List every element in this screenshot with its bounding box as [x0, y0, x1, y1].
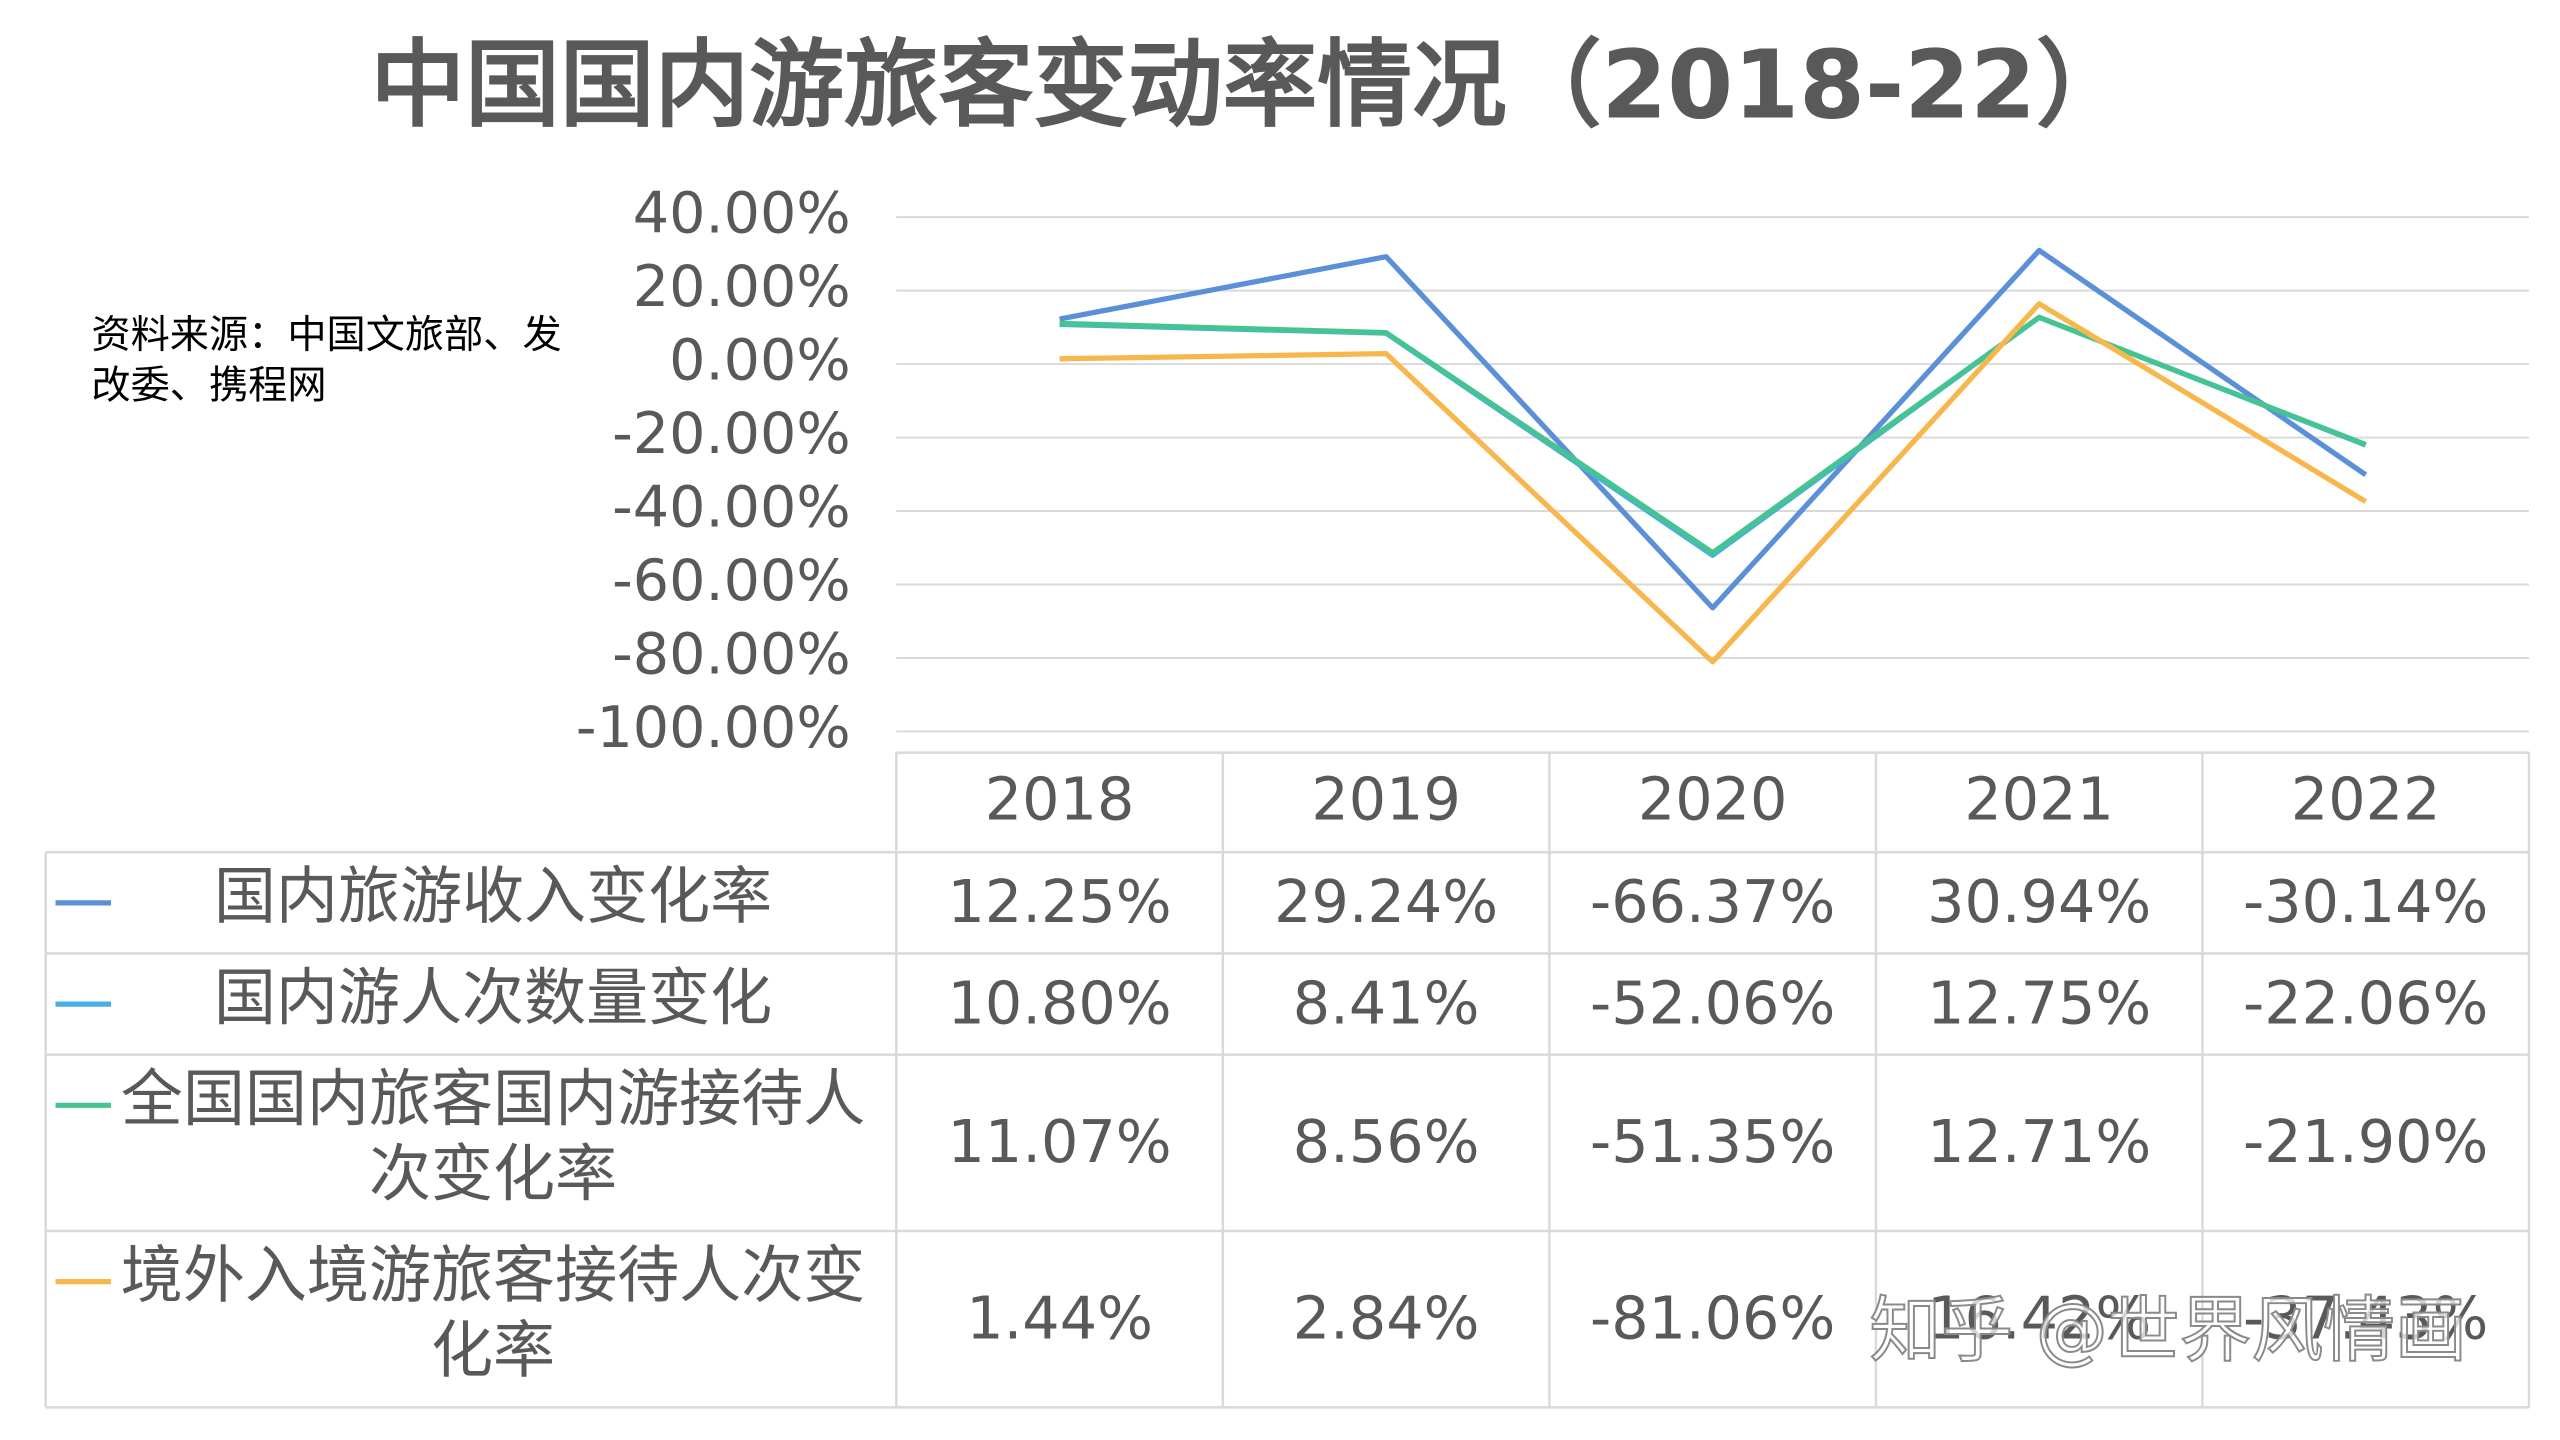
- series-line: [1059, 247, 2368, 611]
- y-tick-label: -20.00%: [612, 401, 850, 467]
- x-tick-label: 2018: [985, 764, 1135, 833]
- y-tick-label: -60.00%: [612, 548, 850, 614]
- x-tick-label: 2021: [1964, 764, 2114, 833]
- source-note: 资料来源：中国文旅部、发改委、携程网: [91, 311, 562, 409]
- data-label: 12.71%: [1927, 1107, 2151, 1176]
- series-line: [1059, 301, 2368, 665]
- x-tick-label: 2019: [1311, 764, 1461, 833]
- data-label: -22.06%: [2243, 968, 2488, 1037]
- x-tick-label: 2022: [2291, 764, 2441, 833]
- legend-label: 国内游人次数量变化: [213, 961, 773, 1034]
- data-label: 10.80%: [948, 968, 1172, 1037]
- source-note-box: 资料来源：中国文旅部、发改委、携程网: [91, 311, 562, 409]
- x-tick-label: 2020: [1638, 764, 1788, 833]
- legend-label-box: 国内旅游收入变化率: [213, 860, 773, 933]
- data-label: 11.07%: [948, 1107, 1172, 1176]
- y-tick-label: 0.00%: [669, 328, 850, 394]
- chart-title: 中国国内游旅客变动率情况（2018-22）: [370, 30, 2130, 140]
- legend-label-box: 国内游人次数量变化: [213, 961, 773, 1034]
- data-label: -81.06%: [1590, 1284, 1835, 1353]
- data-label: 8.56%: [1293, 1107, 1480, 1176]
- data-label: -21.90%: [2243, 1107, 2488, 1176]
- legend-label: 国内旅游收入变化率: [213, 860, 773, 933]
- y-tick-label: 20.00%: [633, 254, 851, 320]
- watermark: 知乎 @世界风情画: [1869, 1288, 2466, 1372]
- legend-label-box: 境外入境游旅客接待人次变化率: [120, 1239, 866, 1387]
- y-tick-label: -100.00%: [576, 695, 851, 761]
- y-tick-label: -40.00%: [612, 475, 850, 541]
- y-tick-label: -80.00%: [612, 622, 850, 688]
- data-label: 30.94%: [1927, 867, 2151, 936]
- data-label: -66.37%: [1590, 867, 1835, 936]
- data-label: 29.24%: [1274, 867, 1498, 936]
- data-label: -51.35%: [1590, 1107, 1835, 1176]
- y-tick-label: 40.00%: [633, 181, 851, 247]
- data-label: -37.43%: [2243, 1284, 2488, 1353]
- data-label: 2.84%: [1293, 1284, 1480, 1353]
- data-label: -52.06%: [1590, 968, 1835, 1037]
- series-line: [1059, 314, 2367, 556]
- data-label: 8.41%: [1293, 968, 1480, 1037]
- legend-label: 全国国内旅客国内游接待人次变化率: [120, 1062, 866, 1210]
- data-label: 12.75%: [1927, 968, 2151, 1037]
- legend-label-box: 全国国内旅客国内游接待人次变化率: [120, 1062, 866, 1210]
- data-label: 16.42%: [1927, 1284, 2151, 1353]
- data-label: 12.25%: [948, 867, 1172, 936]
- data-label: -30.14%: [2243, 867, 2488, 936]
- data-label: 1.44%: [966, 1284, 1153, 1353]
- legend-label: 境外入境游旅客接待人次变化率: [120, 1239, 866, 1387]
